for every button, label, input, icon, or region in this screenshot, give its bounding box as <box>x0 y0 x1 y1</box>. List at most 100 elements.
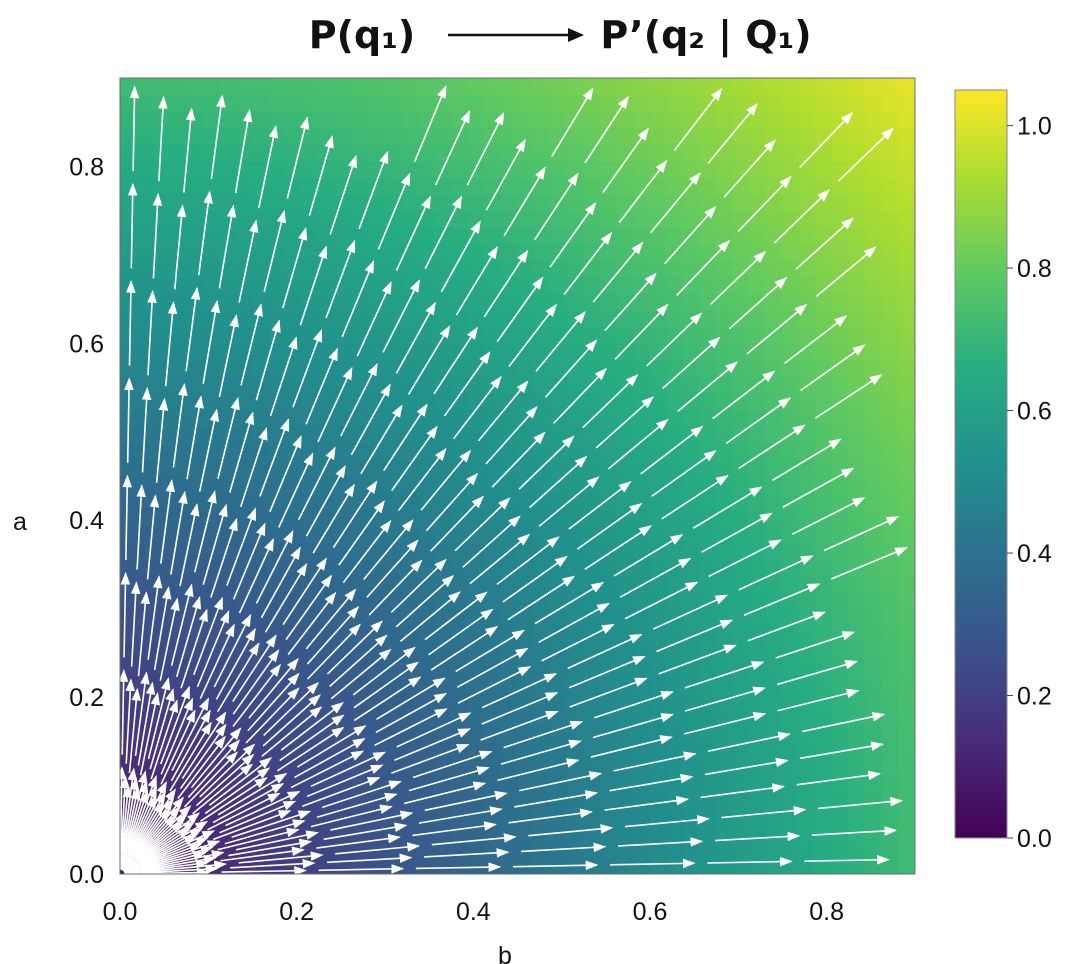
quiver-arrow <box>210 517 238 598</box>
quiver-arrow <box>811 826 898 836</box>
heatmap-cell <box>649 674 668 693</box>
quiver-arrow <box>171 697 210 771</box>
quiver-arrow <box>747 611 826 642</box>
heatmap-cell <box>566 409 585 427</box>
heatmap-cell <box>384 508 403 527</box>
quiver-arrow <box>407 325 451 395</box>
heatmap-cell <box>367 392 386 411</box>
quiver-arrow <box>395 574 455 628</box>
heatmap-cell <box>732 127 750 145</box>
heatmap-cell <box>285 541 303 560</box>
heatmap-cell <box>632 508 651 527</box>
heatmap-cell <box>897 774 915 792</box>
quiver-arrow <box>738 555 814 591</box>
quiver-arrow <box>814 374 883 419</box>
heatmap-cell <box>748 840 767 858</box>
heatmap-cell <box>732 210 750 228</box>
heatmap-cell <box>517 541 535 560</box>
heatmap-cell <box>732 276 750 295</box>
heatmap-cell <box>649 376 668 394</box>
heatmap-cell <box>881 525 899 543</box>
quiver-arrow <box>746 303 808 355</box>
quiver-arrow <box>610 858 696 869</box>
quiver-arrow <box>213 613 252 688</box>
heatmap-cell <box>682 409 701 427</box>
heatmap-cell <box>897 475 915 494</box>
heatmap-cell <box>218 641 237 659</box>
quiver-arrow <box>218 204 237 289</box>
heatmap-cell <box>301 309 320 328</box>
heatmap-cell <box>401 856 419 874</box>
heatmap-cell <box>798 226 817 245</box>
quiver-arrow <box>234 109 253 194</box>
heatmap-cell <box>252 492 270 510</box>
quiver-arrow <box>350 383 391 456</box>
heatmap-cell <box>401 359 419 377</box>
heatmap-cell <box>666 309 684 328</box>
heatmap-cell <box>235 492 253 510</box>
heatmap-cell <box>881 293 899 311</box>
heatmap-cell <box>632 575 651 593</box>
heatmap-cell <box>450 856 469 874</box>
heatmap-cell <box>566 342 585 361</box>
quiver-arrow <box>815 246 877 298</box>
heatmap-cell <box>434 243 452 261</box>
heatmap-cell <box>517 492 535 510</box>
heatmap-cell <box>632 442 651 460</box>
quiver-arrow <box>408 766 490 792</box>
quiver-arrow <box>279 714 345 762</box>
quiver-arrow <box>485 406 538 465</box>
heatmap-cell <box>169 143 187 162</box>
heatmap-cell <box>252 143 270 162</box>
quiver-arrow <box>199 623 235 700</box>
quiver-arrow <box>508 303 557 368</box>
quiver-arrow <box>153 586 172 671</box>
quiver-arrow <box>170 709 211 782</box>
heatmap-cell <box>351 193 369 212</box>
heatmap-cell <box>136 143 154 162</box>
heatmap-cell <box>666 160 684 178</box>
quiver-arrow <box>183 107 196 193</box>
quiver-arrow <box>725 397 792 445</box>
quiver-arrow <box>127 182 138 269</box>
quiver-arrow <box>800 344 866 392</box>
heatmap-cell <box>334 226 353 245</box>
quiver-arrow <box>534 581 605 625</box>
heatmap-cell <box>782 624 800 643</box>
heatmap-cell <box>583 359 601 377</box>
quiver-arrow <box>456 647 529 689</box>
quiver-arrow <box>141 387 152 473</box>
heatmap-cell <box>450 193 469 212</box>
quiver-arrow <box>124 785 157 863</box>
heatmap-cell <box>533 774 552 792</box>
heatmap-cell <box>649 210 668 228</box>
heatmap-cell <box>897 591 915 610</box>
heatmap-cell <box>682 276 701 295</box>
heatmap-cell <box>666 127 684 145</box>
quiver-arrow <box>661 474 729 520</box>
quiver-arrow <box>544 339 598 398</box>
heatmap-cell <box>566 226 585 245</box>
heatmap-cell <box>417 823 436 842</box>
heatmap-cell <box>583 707 601 726</box>
heatmap-cell <box>500 326 518 344</box>
heatmap-cell <box>500 210 518 228</box>
heatmap-cell <box>782 259 800 278</box>
heatmap-cell <box>268 293 287 311</box>
heatmap-cell <box>434 740 452 759</box>
heatmap-cell <box>483 210 502 228</box>
heatmap-cell <box>136 177 154 195</box>
heatmap-cell <box>401 409 419 427</box>
heatmap-cell <box>367 458 386 477</box>
quiver-arrow <box>563 231 613 296</box>
heatmap-cell <box>169 259 187 278</box>
heatmap-cell <box>285 475 303 494</box>
heatmap-cell <box>897 674 915 693</box>
heatmap-cell <box>583 691 601 709</box>
heatmap-cell <box>169 624 187 643</box>
heatmap-cell <box>533 143 552 162</box>
heatmap-cell <box>599 790 618 809</box>
heatmap-cell <box>732 790 750 809</box>
heatmap-cell <box>268 392 287 411</box>
heatmap-cell <box>434 641 452 659</box>
